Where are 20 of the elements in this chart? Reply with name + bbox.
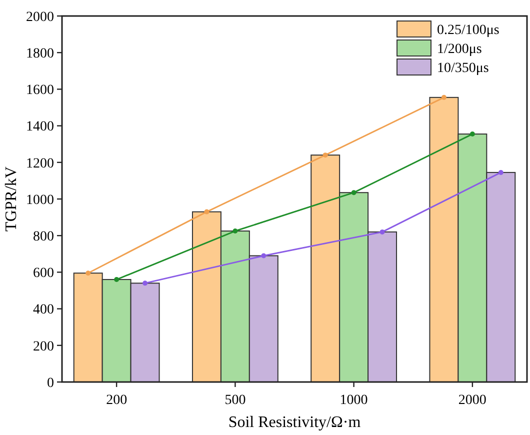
x-axis-title: Soil Resistivity/Ω·m [228,414,362,431]
y-tick-label: 1600 [26,83,54,98]
y-tick-label: 200 [33,339,54,354]
x-tick-label: 1000 [340,393,368,408]
legend-label: 10/350μs [437,60,489,76]
legend-label: 0.25/100μs [437,22,500,38]
legend-label: 1/200μs [437,42,482,57]
x-tick-label: 200 [106,393,128,408]
y-tick-label: 400 [33,302,54,318]
x-tick-label: 500 [224,393,246,408]
y-tick-label: 0 [47,376,54,391]
y-tick-label: 1400 [26,120,54,135]
x-tick-label: 2000 [458,393,486,408]
y-axis-title: TGPR/kV [3,166,20,232]
y-tick-label: 2000 [26,10,54,25]
y-tick-label: 1000 [26,192,54,208]
y-tick-label: 600 [33,266,54,282]
y-tick-label: 1200 [26,156,54,172]
y-tick-label: 1800 [26,46,54,62]
y-tick-label: 800 [33,230,54,244]
